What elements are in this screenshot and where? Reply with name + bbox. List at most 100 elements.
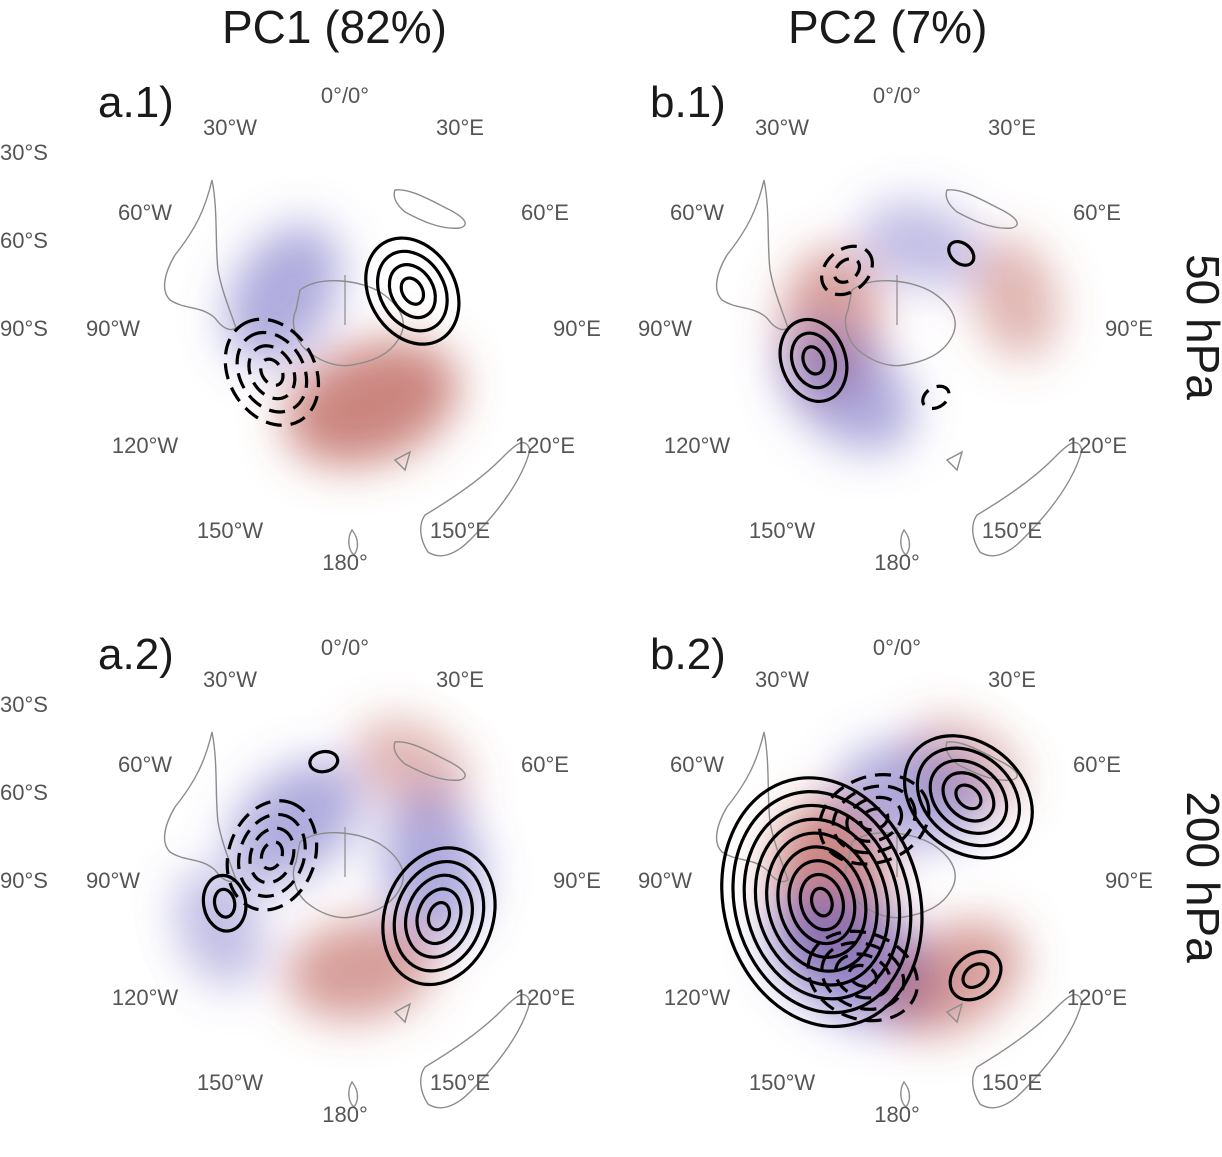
map-panel-a1: a.1) 0°/0° 30°E 60°E 90°E 120°E 150°E 180° 150°W… <box>0 60 601 605</box>
row-title-50hpa: 50 hPa <box>1177 254 1222 400</box>
longitude-tick: 60°E <box>521 752 569 777</box>
longitude-tick: 150°E <box>429 518 491 543</box>
longitude-tick: 30°E <box>436 667 484 692</box>
longitude-tick: 120°E <box>514 433 576 458</box>
positive-contour <box>928 758 1009 835</box>
row-title-200hpa: 200 hPa <box>1177 791 1222 963</box>
negative-contour <box>820 244 874 297</box>
negative-anomaly-fill <box>174 867 265 988</box>
negative-anomaly-fill <box>859 200 981 288</box>
negative-contour <box>247 344 297 401</box>
longitude-tick: 120°W <box>111 985 179 1010</box>
negative-contour <box>831 784 917 855</box>
positive-contour <box>801 345 826 376</box>
positive-contour <box>809 886 834 918</box>
longitude-tick: 90°E <box>1105 868 1153 893</box>
negative-contour <box>847 963 878 989</box>
positive-contour <box>954 783 983 811</box>
longitude-tick: 0°/0° <box>320 635 370 660</box>
longitude-tick: 120°E <box>1066 985 1128 1010</box>
longitude-tick: 0°/0° <box>872 635 922 660</box>
longitude-tick: 30°E <box>436 115 484 140</box>
coastlines <box>163 731 531 1109</box>
negative-contour <box>820 941 906 1011</box>
longitude-tick: 180° <box>322 1102 368 1127</box>
latitude-tick: 30°S <box>0 140 48 165</box>
positive-contour <box>404 873 474 959</box>
negative-contour <box>248 826 296 885</box>
longitude-tick: 120°W <box>111 433 179 458</box>
positive-anomaly-fill <box>354 718 470 815</box>
positive-contour <box>720 776 924 1029</box>
negative-contour <box>223 317 321 427</box>
positive-contour <box>789 331 838 390</box>
longitude-tick: 120°W <box>663 433 731 458</box>
longitude-tick: 30°W <box>202 115 258 140</box>
latitude-tick: 90°S <box>0 316 48 341</box>
column-title-pc1: PC1 (82%) <box>222 1 447 53</box>
positive-contour <box>201 873 248 933</box>
map-svg <box>715 718 1083 1109</box>
longitude-tick: 30°W <box>754 115 810 140</box>
longitude-tick: 90°E <box>553 316 601 341</box>
longitude-tick: 90°W <box>637 868 693 893</box>
negative-contour <box>806 929 920 1023</box>
negative-contour <box>259 840 285 871</box>
longitude-tick: 150°E <box>981 518 1043 543</box>
negative-anomaly-fill <box>381 791 484 942</box>
longitude-tick: 0°/0° <box>320 83 370 108</box>
positive-anomaly-fill <box>284 340 459 466</box>
longitude-tick: 150°W <box>196 518 264 543</box>
positive-contour <box>364 236 461 346</box>
longitude-tick: 150°E <box>981 1070 1043 1095</box>
negative-contour <box>859 807 890 832</box>
positive-contour <box>798 872 846 932</box>
map-panel-a2: a.2) 0°/0° 30°E 60°E 90°E 120°E 150°E 180° 150°W… <box>0 612 601 1157</box>
negative-anomaly-fill <box>837 743 988 846</box>
positive-contour <box>426 901 452 932</box>
map-svg <box>715 179 1083 557</box>
longitude-tick: 60°W <box>669 200 725 225</box>
positive-anomaly-fill <box>971 237 1059 360</box>
longitude-tick: 0°/0° <box>872 83 922 108</box>
positive-contour <box>308 749 340 774</box>
positive-contour <box>387 263 437 320</box>
positive-contour <box>902 734 1034 860</box>
latitude-tick: 30°S <box>0 692 48 717</box>
positive-contour <box>381 846 497 987</box>
negative-contour <box>225 799 319 912</box>
coastlines <box>715 179 1083 557</box>
latitude-tick: 60°S <box>0 228 48 253</box>
coastlines <box>163 179 531 557</box>
positive-contour <box>778 317 849 403</box>
longitude-tick: 150°W <box>748 1070 816 1095</box>
latitude-tick: 90°S <box>0 868 48 893</box>
negative-contour <box>235 330 309 414</box>
longitude-tick: 90°E <box>1105 316 1153 341</box>
longitude-tick: 120°E <box>1066 433 1128 458</box>
negative-contour <box>832 257 862 284</box>
longitude-tick: 180° <box>874 1102 920 1127</box>
positive-contour <box>961 962 990 990</box>
panel-label: a.1) <box>98 78 174 127</box>
panel-label: a.2) <box>98 630 174 679</box>
positive-contour <box>731 790 913 1015</box>
longitude-tick: 90°W <box>85 868 141 893</box>
negative-contour <box>833 952 892 1000</box>
longitude-tick: 150°W <box>748 518 816 543</box>
longitude-tick: 60°E <box>1073 200 1121 225</box>
longitude-tick: 30°E <box>988 667 1036 692</box>
longitude-tick: 90°W <box>85 316 141 341</box>
negative-contour <box>259 357 285 387</box>
positive-contour <box>399 276 426 306</box>
longitude-tick: 30°W <box>754 667 810 692</box>
panel-label: b.1) <box>650 78 726 127</box>
map-svg <box>163 718 531 1109</box>
negative-contour <box>817 773 931 866</box>
negative-anomaly-fill <box>780 327 914 452</box>
longitude-tick: 60°W <box>117 200 173 225</box>
column-title-pc2: PC2 (7%) <box>788 1 988 53</box>
longitude-tick: 30°E <box>988 115 1036 140</box>
positive-contour <box>941 771 996 823</box>
map-panel-b1: b.1) 0°/0° 30°E 60°E 90°E 120°E 150°E 180° 150°W… <box>552 60 1153 605</box>
